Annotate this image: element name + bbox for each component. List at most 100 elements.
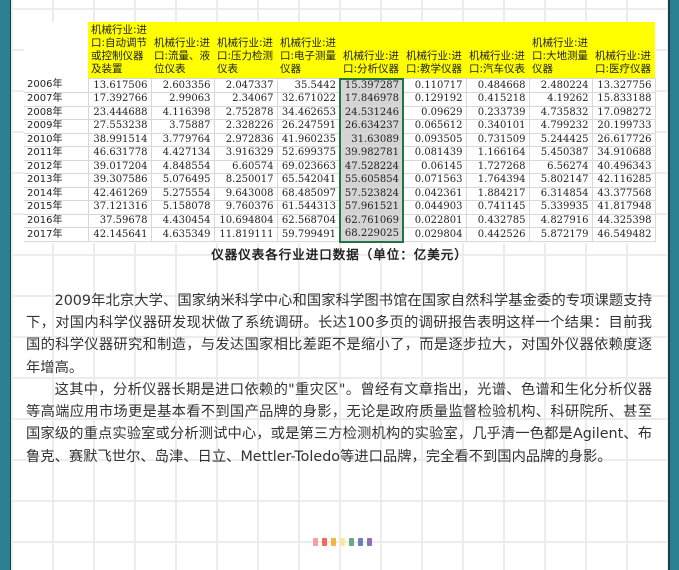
table-cell[interactable]: 1.884217 (465, 186, 530, 201)
table-cell[interactable]: 6.314854 (528, 186, 593, 201)
table-cell[interactable]: 0.432785 (465, 213, 530, 228)
table-cell[interactable]: 2.972836 (213, 132, 278, 147)
table-cell[interactable]: 39.307586 (87, 173, 152, 188)
table-cell[interactable]: 0.042361 (402, 186, 467, 201)
table-cell[interactable]: 0.081439 (402, 146, 467, 161)
table-cell[interactable]: 68.485097 (276, 186, 341, 201)
table-cell[interactable]: 0.071563 (402, 173, 467, 188)
table-cell[interactable]: 42.116285 (591, 173, 656, 188)
table-cell[interactable]: 0.06145 (402, 159, 467, 174)
table-cell[interactable]: 0.484668 (465, 78, 530, 93)
table-cell[interactable]: 13.617506 (87, 78, 152, 93)
table-cell[interactable]: 34.462653 (276, 105, 341, 120)
table-cell[interactable]: 9.760376 (213, 200, 278, 215)
table-cell[interactable]: 2.603356 (150, 78, 215, 93)
table-cell[interactable]: 69.023663 (276, 159, 341, 174)
table-cell[interactable]: 41.817948 (591, 200, 656, 215)
table-cell[interactable]: 4.430454 (150, 213, 215, 228)
table-cell[interactable]: 42.145641 (87, 227, 152, 242)
table-cell[interactable]: 4.735832 (528, 105, 593, 120)
table-cell[interactable]: 5.872179 (528, 227, 593, 242)
table-cell[interactable]: 5.802147 (528, 173, 593, 188)
table-cell[interactable]: 43.377568 (591, 186, 656, 201)
table-cell[interactable]: 26.617726 (591, 132, 656, 147)
table-cell[interactable]: 37.121316 (87, 200, 152, 215)
table-cell[interactable]: 15.397287 (339, 77, 404, 93)
table-cell[interactable]: 39.017204 (87, 159, 152, 174)
table-cell[interactable]: 5.158078 (150, 200, 215, 215)
table-cell[interactable]: 44.325398 (591, 213, 656, 228)
table-cell[interactable]: 62.568704 (276, 213, 341, 228)
table-cell[interactable]: 3.916329 (213, 146, 278, 161)
table-cell[interactable]: 4.19262 (528, 92, 593, 107)
table-cell[interactable]: 5.339935 (528, 200, 593, 215)
table-cell[interactable]: 59.799491 (276, 227, 341, 242)
table-cell[interactable]: 2.752878 (213, 105, 278, 120)
table-cell[interactable]: 0.731509 (465, 132, 530, 147)
table-cell[interactable]: 46.549482 (591, 227, 656, 242)
table-cell[interactable]: 42.461269 (87, 186, 152, 201)
table-cell[interactable]: 47.528224 (339, 159, 404, 174)
table-cell[interactable]: 4.116398 (150, 105, 215, 120)
table-cell[interactable]: 52.699375 (276, 146, 341, 161)
table-cell[interactable]: 2.328226 (213, 119, 278, 134)
table-cell[interactable]: 4.827916 (528, 213, 593, 228)
table-cell[interactable]: 1.764394 (465, 173, 530, 188)
table-cell[interactable]: 2.047337 (213, 78, 278, 93)
table-cell[interactable]: 24.531246 (339, 105, 404, 120)
table-cell[interactable]: 4.799232 (528, 119, 593, 134)
table-cell[interactable]: 39.982781 (339, 146, 404, 161)
table-cell[interactable]: 6.60574 (213, 159, 278, 174)
table-cell[interactable]: 6.56274 (528, 159, 593, 174)
table-cell[interactable]: 0.415218 (465, 92, 530, 107)
table-cell[interactable]: 9.643008 (213, 186, 278, 201)
table-cell[interactable]: 46.631778 (87, 146, 152, 161)
table-cell[interactable]: 61.544313 (276, 200, 341, 215)
table-cell[interactable]: 5.076495 (150, 173, 215, 188)
table-cell[interactable]: 2.34067 (213, 92, 278, 107)
table-cell[interactable]: 17.098272 (591, 105, 656, 120)
table-cell[interactable]: 68.229025 (339, 227, 404, 243)
table-cell[interactable]: 57.961521 (339, 200, 404, 215)
table-cell[interactable]: 0.044903 (402, 200, 467, 215)
table-cell[interactable]: 31.63089 (339, 132, 404, 147)
table-cell[interactable]: 5.275554 (150, 186, 215, 201)
table-cell[interactable]: 3.75887 (150, 119, 215, 134)
table-cell[interactable]: 5.450387 (528, 146, 593, 161)
table-cell[interactable]: 0.442526 (465, 227, 530, 242)
table-cell[interactable]: 26.247591 (276, 119, 341, 134)
table-cell[interactable]: 13.327756 (591, 78, 656, 93)
table-cell[interactable]: 11.819111 (213, 227, 278, 242)
table-cell[interactable]: 32.671022 (276, 92, 341, 107)
table-cell[interactable]: 5.244425 (528, 132, 593, 147)
table-cell[interactable]: 55.605854 (339, 173, 404, 188)
table-cell[interactable]: 0.741145 (465, 200, 530, 215)
table-cell[interactable]: 0.022801 (402, 213, 467, 228)
table-cell[interactable]: 34.910688 (591, 146, 656, 161)
table-cell[interactable]: 3.779764 (150, 132, 215, 147)
table-cell[interactable]: 4.848554 (150, 159, 215, 174)
table-cell[interactable]: 4.427134 (150, 146, 215, 161)
table-cell[interactable]: 0.110717 (402, 78, 467, 93)
table-cell[interactable]: 0.093505 (402, 132, 467, 147)
table-cell[interactable]: 38.991514 (87, 132, 152, 147)
table-cell[interactable]: 2.480224 (528, 78, 593, 93)
table-cell[interactable]: 0.129192 (402, 92, 467, 107)
table-cell[interactable]: 35.5442 (276, 78, 341, 93)
table-cell[interactable]: 23.444688 (87, 105, 152, 120)
table-cell[interactable]: 17.392766 (87, 92, 152, 107)
table-cell[interactable]: 62.761069 (339, 213, 404, 228)
table-cell[interactable]: 0.233739 (465, 105, 530, 120)
table-cell[interactable]: 0.065612 (402, 119, 467, 134)
table-cell[interactable]: 4.635349 (150, 227, 215, 242)
table-cell[interactable]: 41.960235 (276, 132, 341, 147)
table-cell[interactable]: 15.833188 (591, 92, 656, 107)
table-cell[interactable]: 57.523824 (339, 186, 404, 201)
table-cell[interactable]: 0.340101 (465, 119, 530, 134)
table-cell[interactable]: 8.250017 (213, 173, 278, 188)
table-cell[interactable]: 27.553238 (87, 119, 152, 134)
table-cell[interactable]: 40.496343 (591, 159, 656, 174)
table-cell[interactable]: 0.029804 (402, 227, 467, 242)
table-cell[interactable]: 26.634237 (339, 119, 404, 134)
table-cell[interactable]: 17.846978 (339, 92, 404, 107)
